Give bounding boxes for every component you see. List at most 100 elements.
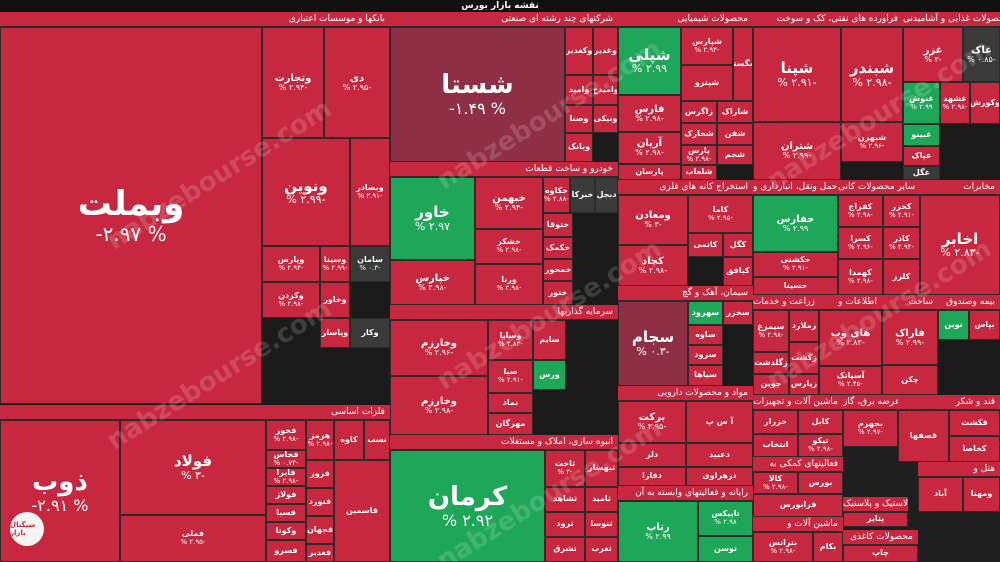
stock-tile-fghadir[interactable]: فغدیر bbox=[306, 544, 334, 562]
stock-tile-zagalzar[interactable]: زگلدشت bbox=[753, 352, 789, 374]
stock-tile-kala[interactable]: کالا% ۲.۹۸- bbox=[753, 472, 798, 494]
stock-tile-shafan[interactable]: شفن bbox=[717, 123, 753, 145]
stock-tile-fsoroz[interactable]: فروز bbox=[306, 460, 334, 488]
stock-tile-dfara[interactable]: دفارا bbox=[618, 467, 686, 486]
stock-tile-fkhooz[interactable]: فخوز% ۲.۹۸- bbox=[266, 420, 306, 450]
stock-tile-bkam[interactable]: بکام bbox=[813, 532, 843, 562]
stock-tile-mehregan[interactable]: مهرگان bbox=[488, 413, 533, 435]
stock-tile-fkhas[interactable]: فخاس% ۰.۷۴- bbox=[266, 450, 306, 468]
stock-tile-khbahman[interactable]: خبهمن% ۲.۹۴- bbox=[475, 177, 543, 229]
stock-tile-bentekhab[interactable]: انتخاب bbox=[753, 434, 798, 457]
stock-tile-vbmellat[interactable]: وبملت -۲.۹۷ % bbox=[0, 27, 262, 404]
stock-tile-kapin[interactable]: آ س پ bbox=[686, 401, 753, 443]
stock-tile-fanam[interactable]: قاسمین bbox=[334, 460, 390, 562]
stock-tile-kabl[interactable]: کابل bbox=[798, 410, 843, 434]
stock-tile-khmohar[interactable]: خمحور bbox=[543, 259, 573, 281]
stock-tile-zpars[interactable]: زپارس bbox=[789, 374, 819, 395]
stock-tile-zamlard[interactable]: زملارد bbox=[789, 310, 819, 342]
stock-tile-dbjdl[interactable]: دبجل bbox=[595, 177, 618, 213]
stock-tile-skhazar[interactable]: سخزر bbox=[723, 301, 753, 325]
stock-tile-abad[interactable]: آباد bbox=[918, 477, 963, 512]
stock-tile-vparis[interactable]: وپارس% ۲.۹۴- bbox=[262, 246, 320, 282]
stock-tile-vtejarat[interactable]: وتجارت% ۲.۹۴- bbox=[262, 27, 324, 138]
stock-tile-ghshahd[interactable]: غشهد% ۲.۹۸- bbox=[940, 82, 970, 124]
stock-tile-asiatek[interactable]: آسیاتک% ۲.۴۵- bbox=[819, 366, 882, 395]
stock-tile-fasa[interactable]: فسبا bbox=[266, 504, 306, 522]
stock-tile-khtoka[interactable]: ختوقا bbox=[543, 213, 573, 237]
stock-tile-pars2[interactable]: پارس% ۲.۹۸- bbox=[681, 145, 717, 165]
stock-tile-fnvor[interactable]: فنورد bbox=[306, 488, 334, 516]
stock-tile-thbahan[interactable]: ثبهساز bbox=[585, 450, 618, 487]
stock-tile-srood[interactable]: سرود bbox=[688, 345, 723, 365]
stock-tile-novin[interactable]: نوین bbox=[938, 310, 969, 340]
stock-tile-ghak[interactable]: غاک% ۰.۸۵- bbox=[963, 27, 1000, 82]
stock-tile-foolad[interactable]: فولاد% ۳- bbox=[120, 420, 266, 515]
stock-tile-khparis[interactable]: خپارس% ۲.۹۸- bbox=[390, 260, 475, 305]
stock-tile-throod[interactable]: ثرود bbox=[545, 512, 585, 537]
stock-tile-fmelli[interactable]: فملی% ۲.۹۵- bbox=[120, 515, 266, 562]
stock-tile-chap[interactable]: چاپ bbox=[843, 545, 918, 562]
stock-tile-vsapa[interactable]: وساپا% ۲.۸۳- bbox=[488, 320, 533, 360]
stock-tile-khakha[interactable]: خکاوه% ۲.۸۸- bbox=[543, 177, 570, 213]
stock-tile-vkharazm2[interactable]: وخارزم% ۲.۹۸- bbox=[390, 376, 488, 435]
stock-tile-kahmada[interactable]: کهمدا% ۲.۹۸- bbox=[838, 259, 883, 295]
stock-tile-katomi[interactable]: کاتمی bbox=[688, 233, 723, 257]
stock-tile-ghasfaha[interactable]: قصفها bbox=[898, 410, 949, 462]
stock-tile-zagros[interactable]: زاگرس bbox=[681, 101, 717, 123]
stock-tile-zakisheh[interactable]: زکشت bbox=[789, 342, 819, 374]
stock-tile-ghpak[interactable]: غپاک bbox=[903, 146, 940, 166]
stock-tile-thshahed[interactable]: ثشاهد bbox=[545, 487, 585, 512]
stock-tile-fjahan[interactable]: فجهان bbox=[306, 516, 334, 544]
stock-tile-vpasar[interactable]: وپاسار bbox=[320, 318, 350, 348]
stock-tile-shabahar[interactable]: شلعاب bbox=[681, 165, 717, 180]
stock-tile-vkar[interactable]: وکار bbox=[350, 318, 390, 348]
stock-tile-silm[interactable]: سایم bbox=[533, 320, 566, 360]
stock-tile-nesb[interactable]: نسب bbox=[364, 420, 390, 460]
stock-tile-arian[interactable]: آریان% ۲.۹۸- bbox=[618, 132, 681, 164]
stock-tile-kerman[interactable]: کرمان% ۲.۹۲ bbox=[390, 450, 545, 562]
stock-tile-khzamia[interactable]: ختور bbox=[543, 281, 573, 305]
stock-tile-kachad[interactable]: کچاد% ۲.۹۸- bbox=[618, 245, 688, 286]
stock-tile-vkoto[interactable]: وکوتا bbox=[266, 522, 306, 540]
stock-tile-faraz[interactable]: فاراک% ۲.۹۹- bbox=[882, 310, 938, 365]
stock-tile-parsan[interactable]: پارسان bbox=[618, 164, 681, 180]
stock-tile-rotap[interactable]: رتاپ% ۲.۹۹ bbox=[618, 501, 698, 562]
stock-tile-fsrod[interactable]: فسرو bbox=[266, 540, 306, 562]
stock-tile-ghazar[interactable]: غزر% ۳- bbox=[903, 27, 963, 82]
stock-tile-fjar[interactable]: فایرا% ۲.۹۸- bbox=[266, 468, 306, 486]
stock-tile-khtrak[interactable]: خکمک bbox=[543, 237, 573, 259]
stock-tile-sejam[interactable]: سجام% ۰.۳- bbox=[618, 301, 688, 386]
stock-tile-khbara[interactable]: خبرکا bbox=[570, 177, 595, 213]
stock-tile-kazar[interactable]: کاذر% ۲.۹۴- bbox=[883, 227, 920, 259]
stock-tile-vkharazmi[interactable]: وخارزم% ۲.۹۶- bbox=[390, 320, 488, 376]
stock-tile-vkadir[interactable]: وکغدیر bbox=[565, 27, 593, 75]
stock-tile-vmidha[interactable]: وامید bbox=[565, 75, 593, 105]
stock-tile-faraboors[interactable]: فرابورس bbox=[753, 494, 843, 517]
stock-tile-hormoz[interactable]: هرمز% ۲.۹۸- bbox=[306, 420, 334, 460]
stock-tile-vmapna[interactable]: وامیدح bbox=[593, 75, 618, 105]
stock-tile-thosva[interactable]: ثنوسا bbox=[585, 512, 618, 537]
stock-tile-kave[interactable]: کاوه bbox=[334, 420, 364, 460]
stock-tile-toosen[interactable]: توسن bbox=[698, 536, 753, 562]
stock-tile-vnovin[interactable]: ونوین% ۲.۹۹- bbox=[262, 138, 350, 246]
stock-tile-shepna[interactable]: شپنا% ۲.۹۱- bbox=[753, 27, 841, 122]
stock-tile-akhaber[interactable]: اخابر% ۲.۸۳- bbox=[920, 195, 1000, 295]
stock-tile-kfaraj[interactable]: کفراج% ۲.۹۸- bbox=[838, 195, 883, 227]
stock-tile-shtran[interactable]: شتران% ۲.۹۹- bbox=[753, 122, 841, 180]
stock-tile-shbehran[interactable]: شبهرن% ۲.۹۶- bbox=[841, 122, 903, 162]
stock-tile-saba[interactable]: صبا% ۲.۹۱- bbox=[488, 360, 533, 393]
stock-tile-thaghreb[interactable]: ثغرب bbox=[585, 537, 618, 562]
stock-tile-tikp[interactable]: تیکو% ۲.۹۸- bbox=[798, 434, 843, 457]
stock-tile-kherar[interactable]: خزرار bbox=[753, 410, 798, 434]
stock-tile-shasta[interactable]: شستا -۱.۴۹ % bbox=[390, 27, 565, 162]
stock-tile-kharta[interactable]: ورنا% ۲.۹۸- bbox=[475, 264, 543, 305]
stock-tile-thakht[interactable]: ثاخت% ۳- bbox=[545, 450, 585, 487]
stock-tile-dalor[interactable]: دلر bbox=[618, 443, 686, 467]
stock-tile-ghkaf[interactable]: کخاصا bbox=[949, 436, 1000, 462]
stock-tile-di[interactable]: دی% ۲.۹۵- bbox=[324, 27, 390, 138]
stock-tile-chain[interactable]: چکن bbox=[882, 365, 938, 395]
stock-tile-simorgh[interactable]: سیمرغ% ۲.۹۸- bbox=[753, 310, 789, 352]
stock-tile-ghanoosh[interactable]: غنوش% ۲.۹۹ bbox=[903, 82, 940, 124]
stock-tile-khshakar[interactable]: خشکر% ۲.۹۸- bbox=[475, 229, 543, 264]
stock-tile-hasina[interactable]: حسینا bbox=[753, 277, 838, 295]
